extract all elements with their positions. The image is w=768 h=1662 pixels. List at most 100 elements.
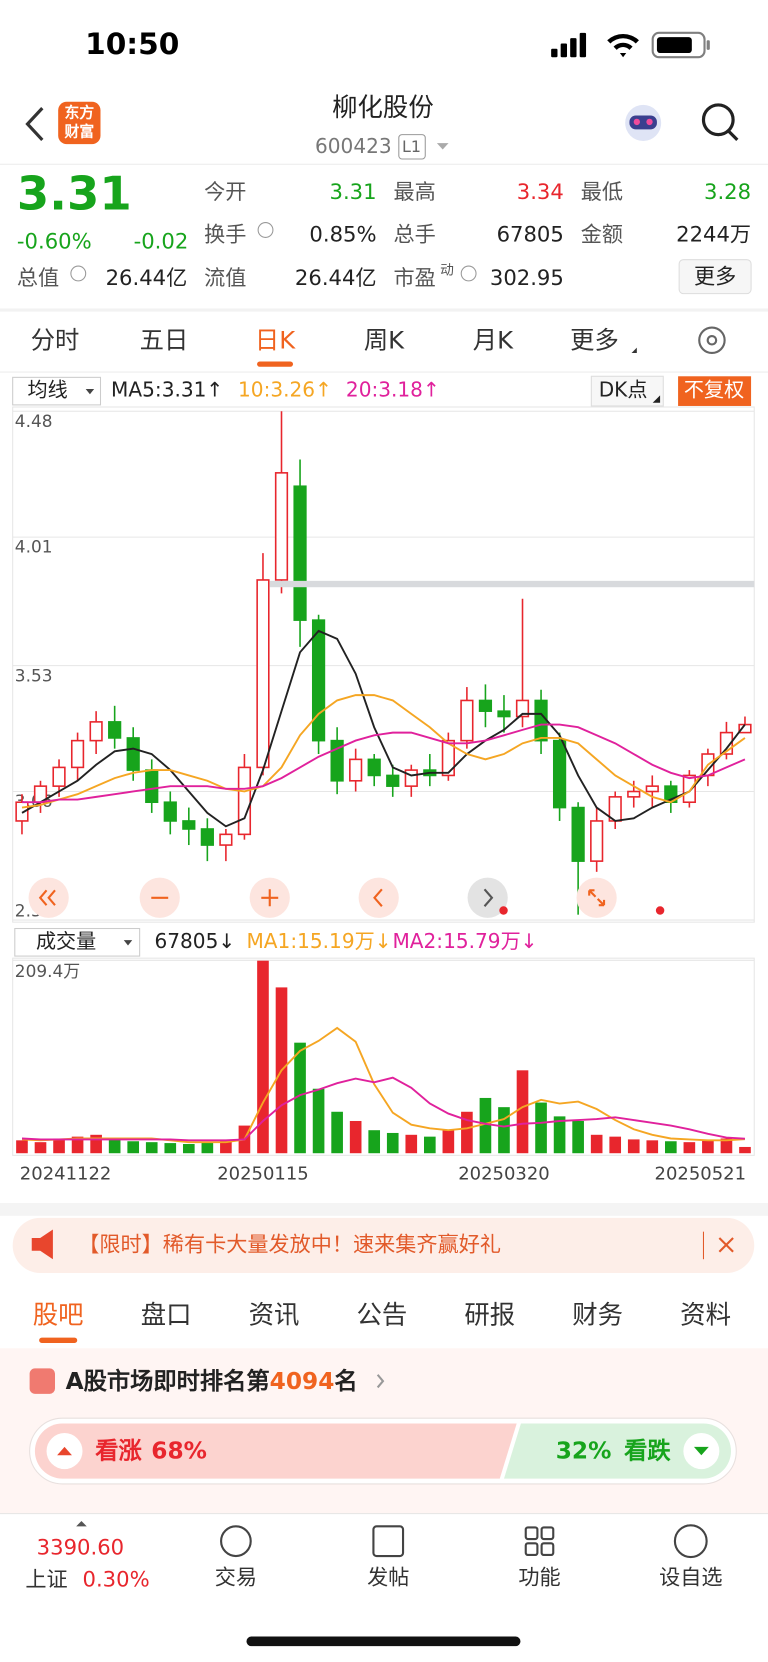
section-tab[interactable]: 盘口 [141,1299,192,1329]
volume-bar [683,1142,696,1154]
x-tick-label: 20250521 [655,1163,747,1184]
volume-bar [201,1142,214,1154]
index-name: 上证 [25,1566,67,1591]
banner[interactable] [12,1217,755,1273]
chart-controls [28,877,665,918]
period-tab[interactable]: 更多 [570,325,619,354]
section-tab[interactable]: 研报 [464,1299,515,1329]
x-tick-label: 20250115 [217,1163,309,1184]
bullish-label: 看涨 [95,1438,142,1465]
close[interactable] [718,1237,734,1253]
candle-body [404,769,418,787]
dropdown[interactable] [436,143,449,150]
volume-bar [590,1134,603,1154]
candle-body [441,739,455,777]
robot[interactable] [625,104,662,141]
volume-bar [479,1097,492,1154]
index-value: 3390.60 [37,1535,124,1560]
stock-name: 柳化股份 [332,92,434,122]
volume-bar [720,1138,733,1154]
nav-label[interactable]: 交易 [215,1564,257,1589]
dropdown [85,389,95,395]
ma-selector[interactable] [12,376,102,406]
logo[interactable] [58,101,101,145]
section-tab[interactable]: 财务 [572,1299,623,1329]
banner-text: 【限时】稀有卡大量发放中！速来集齐赢好礼 [78,1231,501,1256]
quote-fields: 今开 3.31 最高 3.34 最低 3.28 换手 0.85% 总手 6780… [17,179,751,290]
info-icon[interactable] [460,265,477,282]
candle-body [293,485,307,621]
control[interactable] [358,877,399,918]
period-tab[interactable]: 月K [473,325,514,354]
bullish-value: 68% [151,1438,207,1465]
settings[interactable] [698,326,726,355]
volume-bar [331,1111,343,1154]
candle-body [145,769,159,804]
volume-bar [108,1139,121,1154]
home-indicator [246,1636,521,1647]
divider [0,1203,768,1216]
section-tab[interactable]: 股吧 [33,1299,84,1329]
control[interactable] [576,877,617,918]
volume-bar [665,1141,677,1154]
candle-body [571,806,585,862]
candle-body [52,766,66,787]
volume-bar [627,1139,640,1154]
volume-bar [553,1116,566,1154]
price-chart: 2.583.063.534.014.48 [12,410,755,921]
nav-icons [220,1524,708,1559]
volume-bar [71,1136,84,1154]
volume-bar [127,1141,140,1154]
ma-legend: 20:3.18↑ [346,378,440,402]
volume-bar [535,1102,547,1154]
volume-bar [424,1136,436,1154]
search[interactable] [701,103,739,142]
more-button[interactable] [678,259,752,295]
field-value: 3.34 [517,179,564,204]
candle-body [497,710,511,718]
volume-selector[interactable] [14,927,141,957]
bearish-value: 32% [556,1438,612,1465]
rank: A股市场即时排名第4094名 [66,1368,358,1395]
up-arrow [57,1446,72,1456]
candle-body [237,766,252,836]
section-tab[interactable]: 资讯 [249,1299,300,1329]
dk-label: DK点 [599,378,648,402]
dk-button[interactable] [590,375,664,407]
volume-bar [312,1088,325,1154]
section-tab[interactable]: 公告 [356,1299,407,1329]
nav-label[interactable]: 功能 [518,1564,560,1589]
volume-bar [702,1140,714,1154]
info-icon[interactable] [70,265,87,282]
nav-label[interactable]: 设自选 [659,1564,722,1589]
volume-bar [16,1140,28,1154]
period-tab[interactable]: 五日 [140,325,189,354]
price: 3.31 [17,167,132,221]
period-tab[interactable]: 分时 [31,325,80,354]
back[interactable] [25,107,44,141]
field-label: 最低 [581,179,623,204]
level: L1 [402,137,421,156]
ma-line [21,1026,745,1144]
info-icon[interactable] [257,222,274,238]
period-tab[interactable]: 日K [255,325,296,354]
volume-bar [739,1146,751,1154]
volume-bar [461,1111,473,1154]
candle-body [70,739,85,769]
bullish-bar [34,1423,517,1479]
chevron[interactable] [376,1374,385,1389]
candle-body [274,472,289,581]
nav-label[interactable]: 发帖 [367,1564,409,1589]
more-corner [631,347,637,353]
field-label: 市盈 [394,265,436,290]
section-tab[interactable]: 资料 [680,1299,731,1329]
candle-body [478,699,493,712]
y-tick-label: 4.48 [15,411,53,431]
control[interactable] [467,877,508,918]
fq-button[interactable] [678,376,752,406]
period-tab[interactable]: 周K [364,325,405,354]
volume-bar [145,1142,158,1154]
field-value: 26.44亿 [295,265,377,290]
volume-bar [349,1120,362,1154]
